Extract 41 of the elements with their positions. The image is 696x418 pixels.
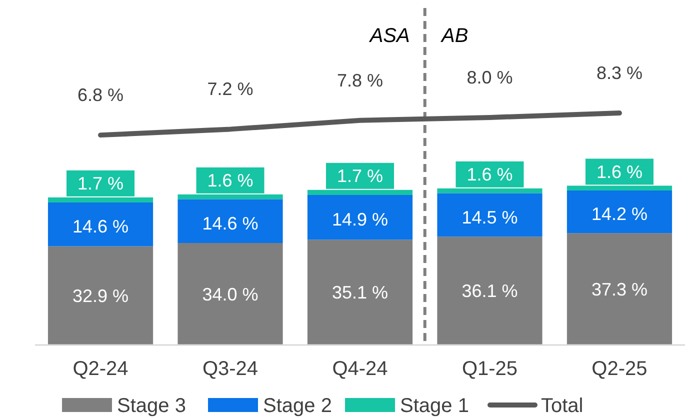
x-tick-label: Q4-24 bbox=[332, 358, 388, 380]
data-label: 7.2 % bbox=[207, 79, 254, 100]
bar bbox=[566, 190, 672, 234]
bar bbox=[48, 246, 154, 345]
data-label: 14.2 % bbox=[591, 204, 648, 224]
bar bbox=[178, 199, 283, 243]
data-label: 35.1 % bbox=[332, 282, 388, 303]
data-label: 7.8 % bbox=[336, 70, 384, 90]
data-label: 1.6 % bbox=[466, 164, 513, 185]
annotation: ASA bbox=[368, 25, 410, 47]
bar bbox=[437, 236, 542, 345]
bar bbox=[178, 243, 283, 345]
data-label: 14.6 % bbox=[202, 213, 258, 234]
x-tick-label: Q1-25 bbox=[462, 358, 518, 380]
legend-label: Total bbox=[541, 395, 584, 417]
data-label: 36.1 % bbox=[462, 281, 518, 302]
legend-label: Stage 2 bbox=[263, 395, 332, 417]
data-label: 37.3 % bbox=[591, 279, 648, 300]
bar bbox=[48, 202, 154, 246]
data-label: 1.7 % bbox=[336, 166, 384, 186]
legend-label: Stage 1 bbox=[400, 395, 469, 417]
data-label: 14.5 % bbox=[462, 207, 518, 228]
data-label: 1.7 % bbox=[78, 174, 124, 194]
data-label: 8.0 % bbox=[466, 67, 513, 88]
data-label: 6.8 % bbox=[78, 85, 124, 106]
data-label: 8.3 % bbox=[596, 63, 642, 84]
data-label: 1.6 % bbox=[596, 162, 642, 182]
x-tick-label: Q2-25 bbox=[592, 358, 648, 380]
data-label: 1.6 % bbox=[207, 170, 254, 191]
x-tick-label: Q3-24 bbox=[202, 358, 258, 380]
data-label: 32.9 % bbox=[72, 286, 129, 306]
legend-label: Stage 3 bbox=[117, 395, 186, 417]
bar bbox=[566, 233, 672, 345]
bar bbox=[307, 195, 413, 240]
bar bbox=[437, 193, 542, 237]
x-tick-label: Q2-24 bbox=[72, 358, 128, 380]
annotation: AB bbox=[440, 25, 468, 47]
data-label: 14.9 % bbox=[332, 210, 388, 230]
data-label: 34.0 % bbox=[202, 284, 258, 304]
data-label: 14.6 % bbox=[72, 216, 129, 237]
bar bbox=[307, 240, 413, 345]
